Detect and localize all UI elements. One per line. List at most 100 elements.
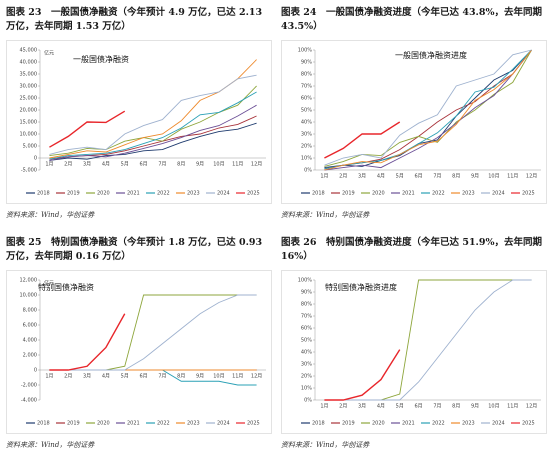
x-tick-label: 2月 <box>64 162 72 168</box>
figure-title: 图表 25 特别国债净融资（今年预计 1.8 万亿，已达 0.93 万亿，去年同… <box>6 237 263 262</box>
x-tick-label: 3月 <box>83 374 91 380</box>
series-line <box>324 49 532 169</box>
y-axis-label: 亿元 <box>44 50 54 57</box>
x-tick-label: 2月 <box>339 404 347 410</box>
x-tick-label: 8月 <box>177 374 185 380</box>
x-tick-label: 10月 <box>488 404 499 410</box>
x-tick-label: 9月 <box>196 162 204 168</box>
y-tick-label: 8,000 <box>23 308 37 314</box>
source-note: 资料来源：Wind，华创证券 <box>281 441 370 449</box>
x-tick-label: 1月 <box>45 162 53 168</box>
legend-label: 2025 <box>522 191 535 197</box>
chart-annotation: 一般国债净融资 <box>73 54 129 64</box>
y-tick-label: 10,000 <box>20 132 38 138</box>
chart: -4,000 -2,000 0 2,000 4,000 6,000 8,000 10,000 1… <box>6 270 272 434</box>
x-tick-label: 5月 <box>396 404 404 410</box>
legend-label: 2019 <box>342 191 355 197</box>
y-tick-label: 6,000 <box>23 323 37 329</box>
legend-label: 2021 <box>402 191 415 197</box>
y-tick-label: 40% <box>301 120 312 126</box>
series-line <box>49 294 257 371</box>
legend-label: 2019 <box>67 421 80 427</box>
series-line <box>49 294 257 371</box>
legend-label: 2022 <box>432 421 445 427</box>
source-note: 资料来源：Wind，华创证券 <box>6 211 95 219</box>
x-tick-label: 10月 <box>488 174 499 180</box>
series-line <box>324 49 532 171</box>
chart-annotation: 特别国债净融资 <box>38 282 94 292</box>
x-tick-label: 7月 <box>433 404 441 410</box>
chart-frame <box>6 270 272 434</box>
x-tick-label: 1月 <box>320 404 328 410</box>
x-tick-label: 11月 <box>232 162 243 168</box>
y-tick-label: 0% <box>304 168 312 174</box>
x-tick-label: 4月 <box>102 374 110 380</box>
y-tick-label: 80% <box>301 72 312 78</box>
chart-annotation: 特别国债净融资进度 <box>325 282 397 292</box>
series-line <box>324 121 401 159</box>
y-tick-label: 20% <box>301 144 312 150</box>
x-tick-label: 8月 <box>452 174 460 180</box>
chart-annotation: 一般国债净融资进度 <box>395 50 467 60</box>
y-tick-label: 30% <box>301 132 312 138</box>
figure-title: 图表 23 一般国债净融资（今年预计 4.9 万亿，已达 2.13 万亿，去年同… <box>6 7 263 32</box>
x-tick-label: 7月 <box>158 162 166 168</box>
legend-label: 2025 <box>247 421 260 427</box>
series-line <box>49 74 257 155</box>
chart: 0% 10% 20% 30% 40% 50% 60% 70% 80% 90% 100% 1月 2月 3月 4… <box>281 40 547 204</box>
series-line <box>49 122 257 161</box>
series-line <box>49 313 126 371</box>
y-tick-label: 0% <box>304 398 312 404</box>
y-tick-label: 70% <box>301 314 312 320</box>
y-tick-label: 10,000 <box>20 293 38 299</box>
y-tick-label: 4,000 <box>23 338 37 344</box>
y-tick-label: 40% <box>301 350 312 356</box>
x-tick-label: 1月 <box>45 374 53 380</box>
y-tick-label: 0 <box>34 156 37 162</box>
x-tick-label: 8月 <box>177 162 185 168</box>
series-line <box>324 279 532 401</box>
series-line <box>324 49 532 166</box>
source-note: 资料来源：Wind，华创证券 <box>6 441 95 449</box>
x-tick-label: 4月 <box>377 404 385 410</box>
legend-label: 2022 <box>432 191 445 197</box>
series-line <box>324 279 532 401</box>
y-tick-label: 100% <box>298 48 313 54</box>
legend-label: 2020 <box>372 421 385 427</box>
y-tick-label: 15,000 <box>20 120 38 126</box>
x-tick-label: 6月 <box>414 404 422 410</box>
x-tick-label: 3月 <box>358 174 366 180</box>
x-tick-label: 10月 <box>213 162 224 168</box>
chart: -5,000 0 5,000 10,000 15,000 20,000 25,000 30,0… <box>6 40 272 204</box>
x-tick-label: 6月 <box>414 174 422 180</box>
y-tick-label: 5,000 <box>23 144 37 150</box>
y-tick-label: 30% <box>301 362 312 368</box>
y-tick-label: 50% <box>301 108 312 114</box>
x-tick-label: 11月 <box>507 174 518 180</box>
legend-label: 2024 <box>217 191 230 197</box>
x-tick-label: 2月 <box>339 174 347 180</box>
y-tick-label: 40,000 <box>20 60 38 66</box>
x-tick-label: 2月 <box>64 374 72 380</box>
chart-frame <box>281 270 547 434</box>
y-tick-label: 100% <box>298 278 313 284</box>
legend-label: 2022 <box>157 191 170 197</box>
y-tick-label: 0 <box>34 368 37 374</box>
x-tick-label: 11月 <box>232 374 243 380</box>
x-tick-label: 9月 <box>471 404 479 410</box>
y-tick-label: 70% <box>301 84 312 90</box>
chart: 0% 10% 20% 30% 40% 50% 60% 70% 80% 90% 100% 1月 2月 3月 4… <box>281 270 547 434</box>
y-tick-label: 50% <box>301 338 312 344</box>
y-tick-label: -2,000 <box>21 383 37 389</box>
legend-label: 2018 <box>312 191 325 197</box>
x-tick-label: 10月 <box>213 374 224 380</box>
y-tick-label: 80% <box>301 302 312 308</box>
x-tick-label: 9月 <box>196 374 204 380</box>
y-tick-label: 90% <box>301 290 312 296</box>
y-tick-label: 10% <box>301 386 312 392</box>
x-tick-label: 3月 <box>358 404 366 410</box>
legend-label: 2020 <box>97 421 110 427</box>
x-tick-label: 12月 <box>526 404 537 410</box>
figure-title: 图表 24 一般国债净融资进度（今年已达 43.8%，去年同期 43.5%） <box>281 7 543 32</box>
